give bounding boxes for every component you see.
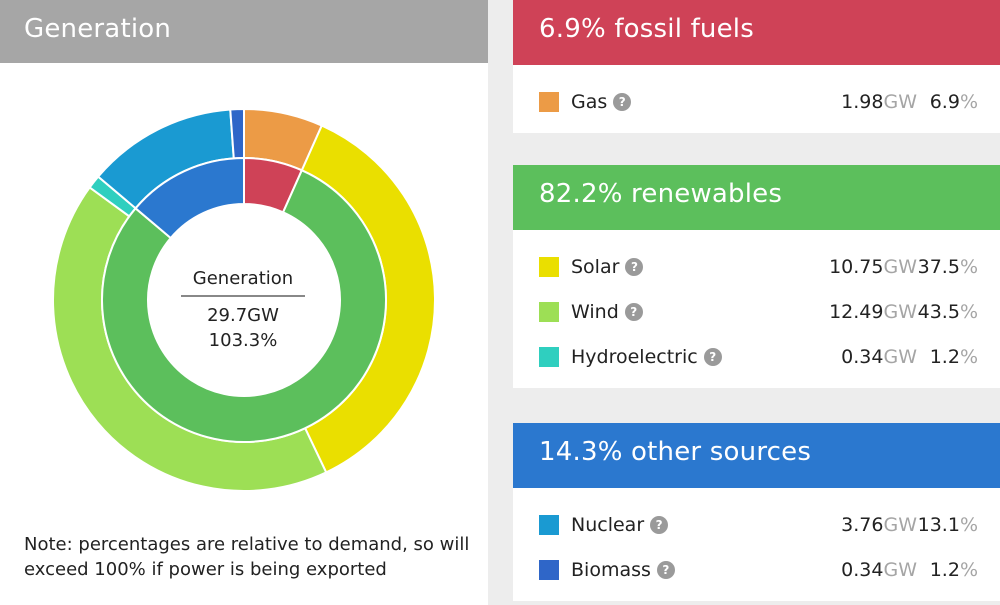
source-percent-value: 13.1% [918,514,978,536]
source-name: Solar [571,255,620,278]
source-gw-value: 10.75GW [829,256,917,278]
source-name: Wind [571,300,619,323]
outer-slice-biomass[interactable] [229,107,245,160]
inner-slice-renewables[interactable] [101,168,387,443]
help-icon[interactable]: ? [656,560,675,579]
source-gw-value: 3.76GW [841,514,917,536]
source-name: Gas [571,90,608,113]
source-row: Gas? 1.98GW 6.9% [513,79,1000,124]
source-group-header: 82.2% renewables [513,165,1000,230]
source-row: Biomass? 0.34GW 1.2% [513,547,1000,592]
source-gw-value: 0.34GW [841,346,917,368]
percent-unit: % [959,90,978,113]
gw-number: 10.75 [829,255,884,278]
source-percent-value: 1.2% [930,559,978,581]
donut-center-label: Generation [193,268,293,289]
percent-unit: % [959,255,978,278]
percent-number: 43.5 [917,300,960,323]
gw-unit: GW [883,300,917,323]
source-row: Wind? 12.49GW 43.5% [513,289,1000,334]
source-color-swatch [539,559,559,580]
gw-number: 12.49 [829,300,884,323]
percent-number: 1.2 [929,558,960,581]
source-percent-value: 37.5% [918,256,978,278]
source-row: Nuclear? 3.76GW 13.1% [513,502,1000,547]
source-name: Biomass [571,558,651,581]
donut-center-percent: 103.3% [209,330,278,351]
source-gw-value: 1.98GW [841,91,917,113]
percent-unit: % [959,345,978,368]
source-percent-value: 6.9% [930,91,978,113]
source-name: Hydroelectric [571,345,698,368]
gw-number: 0.34 [841,345,884,368]
gw-unit: GW [883,558,917,581]
percent-number: 37.5 [917,255,960,278]
percent-unit: % [959,558,978,581]
percent-number: 1.2 [929,345,960,368]
generation-panel: Generation Generation 29.7GW 103.3% Note… [0,0,488,605]
percentage-note: Note: percentages are relative to demand… [24,534,470,580]
help-icon[interactable]: ? [650,515,669,534]
source-color-swatch [539,346,559,367]
source-row: Hydroelectric? 0.34GW 1.2% [513,334,1000,379]
source-name: Nuclear [571,513,645,536]
percent-unit: % [959,513,978,536]
source-group-header: 6.9% fossil fuels [513,0,1000,65]
generation-donut-chart: Generation 29.7GW 103.3% [52,107,436,492]
source-color-swatch [539,256,559,277]
donut-center-value: 29.7GW [207,305,279,326]
inner-slice-other-sources[interactable] [134,156,245,240]
source-row: Solar? 10.75GW 37.5% [513,244,1000,289]
source-color-swatch [539,91,559,112]
source-percent-value: 1.2% [930,346,978,368]
gw-number: 1.98 [841,90,884,113]
percent-unit: % [959,300,978,323]
source-group-card: 6.9% fossil fuels Gas? 1.98GW 6.9% [513,0,1000,133]
percent-number: 6.9 [929,90,960,113]
source-group-card: 82.2% renewables Solar? 10.75GW 37.5% Wind? 1… [513,165,1000,388]
generation-header: Generation [0,0,488,63]
source-gw-value: 12.49GW [829,301,917,323]
gw-number: 0.34 [841,558,884,581]
gw-unit: GW [883,513,917,536]
help-icon[interactable]: ? [624,302,643,321]
gw-number: 3.76 [841,513,884,536]
percent-number: 13.1 [917,513,960,536]
help-icon[interactable]: ? [703,347,722,366]
source-percent-value: 43.5% [918,301,978,323]
gw-unit: GW [883,90,917,113]
source-group-card: 14.3% other sources Nuclear? 3.76GW 13.1% Bi… [513,423,1000,601]
help-icon[interactable]: ? [625,257,644,276]
source-group-header: 14.3% other sources [513,423,1000,488]
gw-unit: GW [883,345,917,368]
source-color-swatch [539,514,559,535]
help-icon[interactable]: ? [613,92,632,111]
generation-title: Generation [24,14,172,44]
gw-unit: GW [883,255,917,278]
source-gw-value: 0.34GW [841,559,917,581]
source-color-swatch [539,301,559,322]
outer-slice-wind[interactable] [52,186,328,492]
